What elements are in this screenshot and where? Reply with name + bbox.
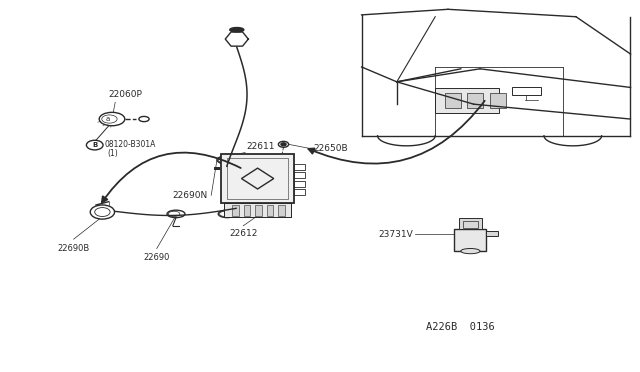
Bar (244, 205, 250, 216)
Bar (459, 218, 482, 229)
Bar (467, 93, 483, 108)
Text: 22060P: 22060P (108, 90, 141, 99)
Bar (278, 205, 285, 216)
Bar (224, 203, 291, 217)
Text: 22612: 22612 (229, 229, 257, 238)
Text: 23731V: 23731V (378, 230, 413, 239)
Text: A226B  0136: A226B 0136 (426, 323, 495, 332)
Bar (294, 164, 305, 170)
Ellipse shape (281, 143, 286, 146)
Bar (267, 205, 273, 216)
Bar (222, 167, 227, 170)
Bar (435, 88, 499, 113)
Bar (294, 172, 305, 178)
Ellipse shape (230, 28, 244, 32)
Bar (463, 221, 478, 228)
Bar (214, 167, 220, 170)
Text: 22611: 22611 (246, 142, 275, 151)
Text: 22690B: 22690B (58, 244, 90, 253)
Text: 22690N: 22690N (173, 191, 208, 200)
Bar (486, 231, 498, 236)
Bar (294, 181, 305, 187)
Text: 08120-B301A: 08120-B301A (105, 140, 156, 149)
Bar (227, 158, 288, 199)
Text: 22650B: 22650B (314, 144, 348, 153)
Ellipse shape (461, 248, 480, 254)
Bar (224, 203, 291, 217)
Bar (232, 205, 239, 216)
Bar (454, 229, 486, 251)
Bar (445, 93, 461, 108)
Bar (230, 167, 235, 170)
Bar (490, 93, 506, 108)
Bar (512, 87, 541, 95)
Bar (255, 205, 262, 216)
Bar (294, 189, 305, 195)
Bar (221, 154, 294, 203)
Text: (1): (1) (108, 149, 118, 158)
Text: 22690: 22690 (143, 253, 170, 262)
Text: B: B (92, 142, 97, 148)
Text: a: a (106, 116, 110, 122)
